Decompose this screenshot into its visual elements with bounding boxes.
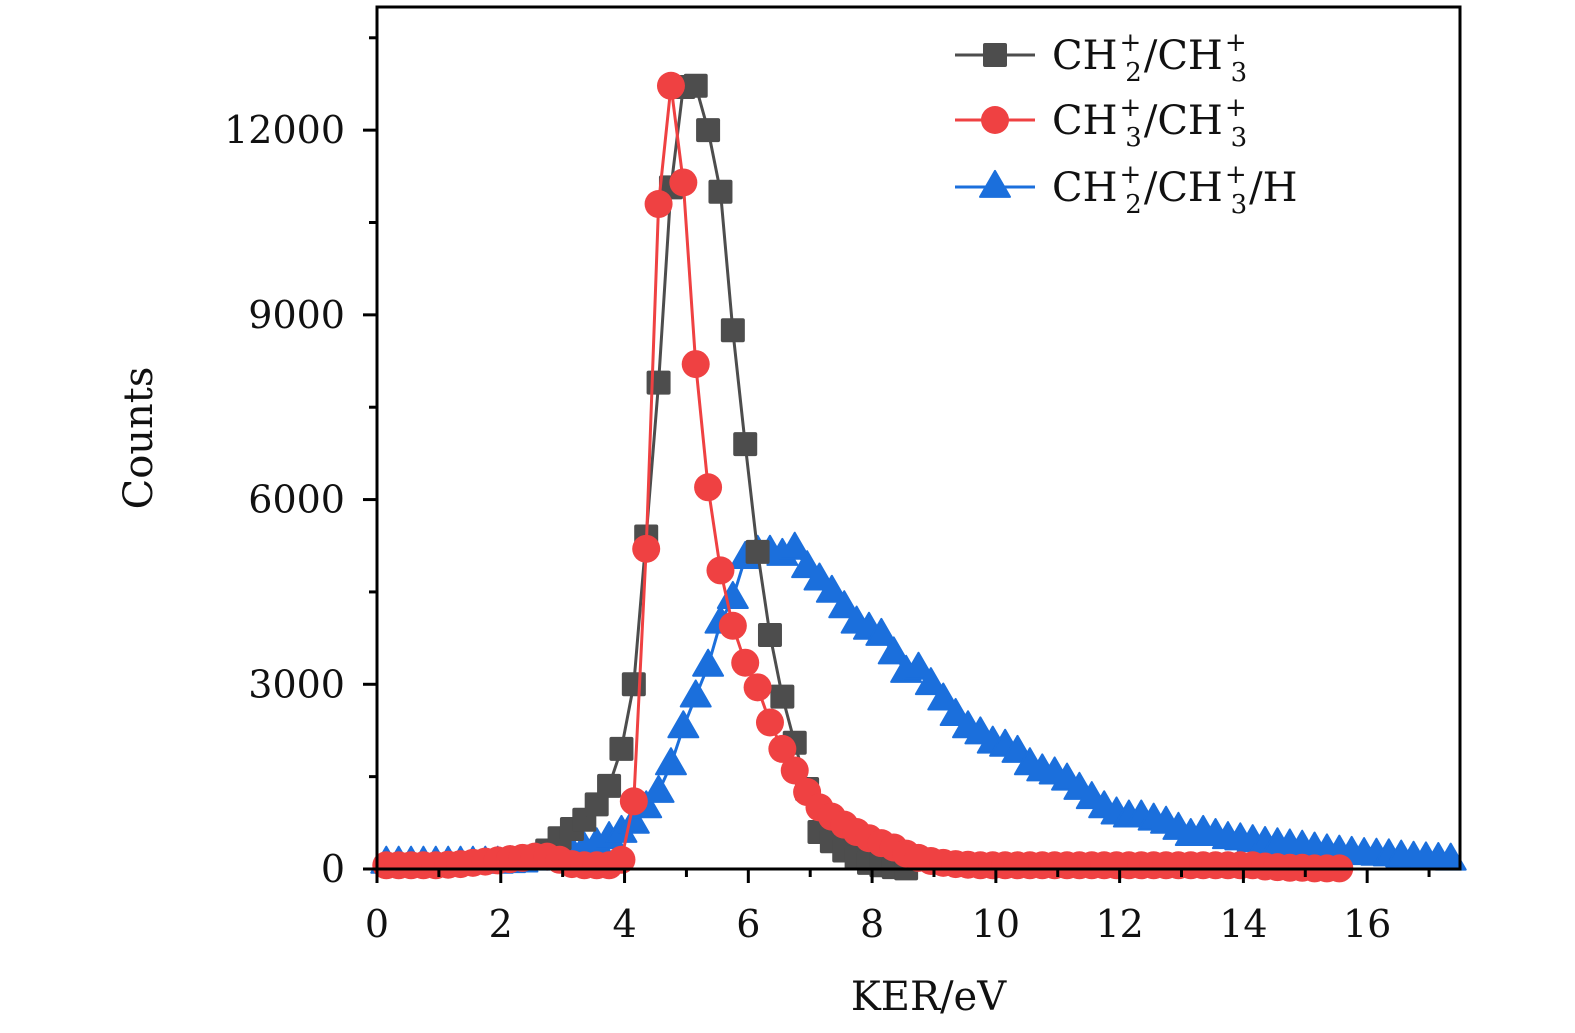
x-tick-label: 0: [365, 902, 389, 946]
legend-marker: [983, 43, 1007, 67]
data-point: [708, 179, 733, 204]
data-point: [745, 539, 770, 564]
x-tick-label: 2: [489, 902, 513, 946]
legend-item: CH+ 2/CH+ 3/H: [955, 160, 1298, 220]
data-point: [656, 71, 685, 100]
data-point: [609, 736, 634, 761]
data-point: [743, 673, 772, 702]
data-point: [716, 580, 749, 609]
data-point: [731, 648, 760, 677]
data-point: [654, 747, 687, 776]
x-tick-label: 12: [1095, 902, 1143, 946]
legend-label: CH+ 2/CH+ 3: [1052, 28, 1247, 88]
series-circle: [372, 71, 1354, 883]
data-point: [720, 318, 745, 343]
data-point: [733, 432, 758, 457]
data-point: [584, 792, 609, 817]
x-tick-label: 4: [612, 902, 636, 946]
data-point: [768, 734, 797, 763]
x-tick-label: 14: [1219, 902, 1267, 946]
data-point: [669, 168, 698, 197]
data-point: [718, 611, 747, 640]
data-point: [780, 756, 809, 785]
plot-frame: [375, 5, 1462, 871]
data-point: [828, 590, 861, 619]
data-point: [755, 708, 784, 737]
data-point: [706, 556, 735, 585]
data-point: [877, 636, 910, 665]
x-tick-label: 6: [736, 902, 760, 946]
data-point: [927, 682, 960, 711]
data-point: [683, 73, 708, 98]
legend-item: CH+ 3/CH+ 3: [955, 93, 1247, 153]
legend: CH+ 2/CH+ 3CH+ 3/CH+ 3 CH+ 2/CH+ 3/H: [955, 28, 1298, 220]
series-triangle: [370, 531, 1467, 874]
data-point: [642, 774, 675, 803]
series-square: [522, 73, 919, 881]
data-point: [902, 651, 935, 680]
data-point: [632, 534, 661, 563]
data-point: [815, 574, 848, 603]
data-point: [914, 667, 947, 696]
legend-label: CH+ 2/CH+ 3/H: [1052, 160, 1298, 220]
series-layer: [370, 71, 1467, 883]
data-point: [681, 350, 710, 379]
legend-label: CH+ 3/CH+ 3: [1052, 93, 1247, 153]
data-point: [619, 787, 648, 816]
legend-marker: [979, 169, 1011, 198]
data-point: [696, 118, 721, 143]
data-point: [692, 648, 725, 677]
y-tick-label: 3000: [248, 662, 345, 706]
y-tick-label: 0: [321, 847, 345, 891]
legend-item: CH+ 2/CH+ 3: [955, 28, 1247, 88]
x-tick-label: 16: [1343, 902, 1391, 946]
data-point: [694, 473, 723, 502]
y-axis-title: Counts: [116, 367, 162, 510]
x-tick-label: 10: [972, 902, 1020, 946]
data-point: [597, 773, 622, 798]
legend-marker: [981, 106, 1009, 134]
data-point: [757, 623, 782, 648]
data-point: [865, 617, 898, 646]
series-line: [386, 546, 1451, 865]
data-point: [770, 684, 795, 709]
data-point: [644, 190, 673, 219]
data-point: [621, 672, 646, 697]
axes-layer: 0 2 4 6 8 10 12 14 16 0 3000 6000 9000 12000: [224, 36, 1431, 946]
data-point: [607, 845, 636, 874]
y-tick-label: 9000: [248, 293, 345, 337]
data-point: [646, 370, 671, 395]
data-point: [617, 805, 650, 834]
data-point: [667, 710, 700, 739]
y-tick-label: 12000: [224, 108, 345, 152]
y-tick-label: 6000: [248, 478, 345, 522]
data-point: [679, 679, 712, 708]
x-axis-title: KER/eV: [851, 974, 1007, 1020]
x-tick-label: 8: [860, 902, 884, 946]
data-point: [778, 531, 811, 560]
